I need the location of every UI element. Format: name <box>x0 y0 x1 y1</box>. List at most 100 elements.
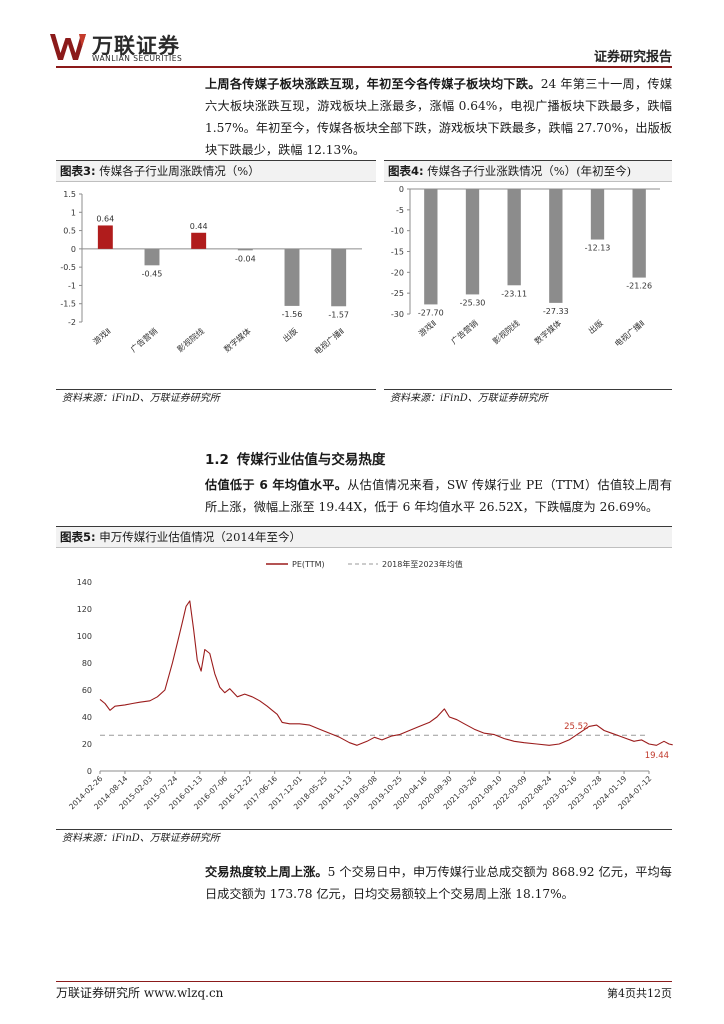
fig4-value-label: -12.13 <box>585 244 611 253</box>
wanlian-logo-icon <box>50 34 86 60</box>
figure-4-caption: 传媒各子行业涨跌情况（%）(年初至今) <box>427 164 632 178</box>
figure-5-title: 图表5: 申万传媒行业估值情况（2014年至今） <box>56 526 672 548</box>
figure-4-label: 图表4: <box>388 164 424 178</box>
paragraph-sector-performance: 上周各传媒子板块涨跌互现，年初至今各传媒子板块均下跌。24 年第三十一周，传媒六… <box>205 73 672 161</box>
fig3-category-label: 广告营销 <box>128 326 159 354</box>
fig3-value-label: 0.64 <box>96 214 114 223</box>
fig3-y-tick-label: -2 <box>68 318 76 327</box>
fig5-y-tick-label: 120 <box>77 605 92 614</box>
fig5-pe-series-line <box>99 600 673 746</box>
fig5-y-tick-label: 20 <box>82 740 92 749</box>
section-number: 1.2 <box>205 452 229 468</box>
fig4-value-label: -27.70 <box>418 308 444 317</box>
logo-chinese-name: 万联证券 <box>92 34 180 58</box>
fig4-category-label: 游戏Ⅱ <box>416 318 438 339</box>
fig3-value-label: -0.04 <box>235 254 256 263</box>
fig4-y-tick-label: -5 <box>396 206 404 215</box>
weekly-change-bar-chart: 1.5 1 0.5 0 -0.5 -1 -1.5 -2 0.64 游戏Ⅱ -0.45 广告营销 0.44… <box>60 190 362 357</box>
fig5-y-tick-label: 80 <box>82 659 92 668</box>
figure-3-source: 资料来源：iFinD、万联证券研究所 <box>56 389 376 407</box>
fig5-mean-annotation: 25.52 <box>564 722 588 732</box>
fig4-value-label: -27.33 <box>543 307 569 316</box>
fig3-bar <box>144 248 160 266</box>
fig3-value-label: -1.56 <box>282 310 303 319</box>
logo-english-name: WANLIAN SECURITIES <box>92 54 183 63</box>
header-divider <box>56 66 672 68</box>
section-title: 传媒行业估值与交易热度 <box>236 452 386 468</box>
fig3-bar <box>331 248 347 307</box>
figure-5-caption: 申万传媒行业估值情况（2014年至今） <box>99 530 302 544</box>
fig3-category-label: 游戏Ⅱ <box>91 326 113 347</box>
paragraph-body: 24 年第三十一周，传媒六大板块涨跌互现，游戏板块上涨最多，涨幅 0.64%，电… <box>205 77 673 157</box>
fig4-category-label: 广告营销 <box>449 318 480 346</box>
fig4-y-tick-label: -20 <box>391 268 404 277</box>
fig5-y-tick-label: 100 <box>77 632 92 641</box>
fig3-y-tick-label: 1 <box>71 208 76 217</box>
figure-4-source: 资料来源：iFinD、万联证券研究所 <box>384 389 672 407</box>
fig4-bar <box>465 189 480 295</box>
fig3-y-tick-label: 0.5 <box>63 227 76 236</box>
paragraph-valuation: 估值低于 6 年均值水平。从估值情况来看，SW 传媒行业 PE（TTM）估值较上… <box>205 474 672 518</box>
page-number: 第4页共12页 <box>607 987 672 1000</box>
fig4-bar <box>590 189 605 240</box>
fig3-value-label: 0.44 <box>190 222 208 231</box>
fig4-y-tick-label: 0 <box>399 185 404 194</box>
fig5-y-tick-label: 0 <box>87 767 92 776</box>
fig3-y-tick-label: -0.5 <box>60 263 76 272</box>
pe-valuation-line-chart: PE(TTM) 2018年至2023年均值14012010080604020020… <box>67 559 673 811</box>
paragraph-body: 5 个交易日中，申万传媒行业总成交额为 868.92 亿元，平均每日成交额为 1… <box>205 865 672 901</box>
fig3-bar <box>237 248 253 251</box>
footer-institute: 万联证券研究所 www.wlzq.cn <box>56 986 224 1000</box>
fig5-last-value-annotation: 19.44 <box>645 751 669 761</box>
fig3-y-tick-label: -1 <box>68 281 76 290</box>
figure-3-label: 图表3: <box>60 164 96 178</box>
fig3-category-label: 数字媒体 <box>222 326 253 354</box>
fig3-value-label: -1.57 <box>328 310 349 319</box>
fig4-value-label: -21.26 <box>626 282 652 291</box>
report-type: 证券研究报告 <box>593 50 672 65</box>
fig4-y-tick-label: -15 <box>391 248 404 257</box>
paragraph-lead: 上周各传媒子板块涨跌互现，年初至今各传媒子板块均下跌。 <box>205 77 541 91</box>
figure-3-title: 图表3: 传媒各子行业周涨跌情况（%） <box>56 160 376 182</box>
footer-divider <box>56 981 672 982</box>
fig3-y-tick-label: -1.5 <box>60 300 76 309</box>
fig3-y-tick-label: 0 <box>71 245 76 254</box>
fig3-category-label: 出版 <box>281 326 300 344</box>
fig4-value-label: -25.30 <box>460 298 486 307</box>
fig3-value-label: -0.45 <box>142 269 163 278</box>
fig4-y-tick-label: -30 <box>391 310 404 319</box>
figure-5-label: 图表5: <box>60 530 96 544</box>
fig4-y-tick-label: -10 <box>391 227 404 236</box>
fig5-legend-mean-label: 2018年至2023年均值 <box>382 559 463 569</box>
fig3-bar <box>191 232 207 249</box>
fig3-bar <box>284 248 300 306</box>
fig4-bar <box>632 189 646 278</box>
fig5-y-tick-label: 40 <box>82 713 92 722</box>
fig3-category-label: 电视广播Ⅱ <box>312 326 346 357</box>
fig4-category-label: 影视院线 <box>491 318 522 346</box>
fig5-legend-pe-label: PE(TTM) <box>292 560 325 569</box>
fig4-bar <box>507 189 521 286</box>
paragraph-body: 从估值情况来看，SW 传媒行业 PE（TTM）估值较上周有所上涨，微幅上涨至 1… <box>205 478 673 514</box>
figure-4-title: 图表4: 传媒各子行业涨跌情况（%）(年初至今) <box>384 160 672 182</box>
fig3-category-label: 影视院线 <box>175 326 206 354</box>
paragraph-trading-volume: 交易热度较上周上涨。5 个交易日中，申万传媒行业总成交额为 868.92 亿元，… <box>205 861 672 905</box>
fig4-category-label: 数字媒体 <box>532 318 563 346</box>
section-heading: 1.2 传媒行业估值与交易热度 <box>205 448 393 468</box>
paragraph-lead: 估值低于 6 年均值水平。 <box>205 478 348 492</box>
paragraph-lead: 交易热度较上周上涨。 <box>205 865 328 879</box>
fig3-y-tick-label: 1.5 <box>63 190 76 199</box>
fig4-y-tick-label: -25 <box>391 289 404 298</box>
fig4-bar <box>424 189 438 305</box>
company-logo: 万联证券 WANLIAN SECURITIES <box>48 30 198 66</box>
fig3-bar <box>97 225 113 249</box>
fig5-y-tick-label: 60 <box>82 686 92 695</box>
fig4-bar <box>549 189 563 303</box>
figure-5-source: 资料来源：iFinD、万联证券研究所 <box>56 829 672 847</box>
fig4-category-label: 出版 <box>586 318 605 336</box>
fig5-y-tick-label: 140 <box>77 578 92 587</box>
figure-3-caption: 传媒各子行业周涨跌情况（%） <box>99 164 260 178</box>
fig4-category-label: 电视广播Ⅱ <box>612 318 646 349</box>
fig4-value-label: -23.11 <box>501 289 527 298</box>
